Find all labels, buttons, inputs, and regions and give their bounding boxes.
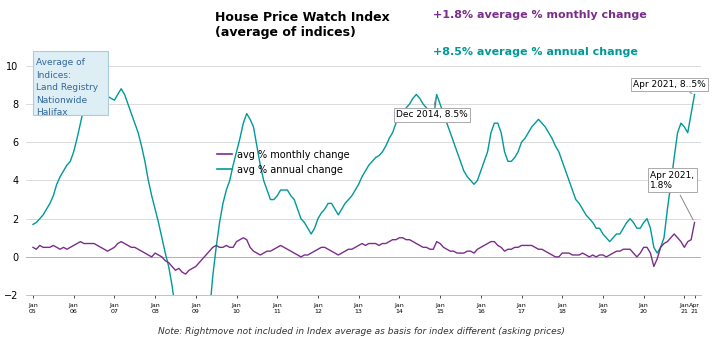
Text: Average of
Indices:
Land Registry
Nationwide
Halifax: Average of Indices: Land Registry Nation… bbox=[36, 58, 98, 117]
Text: +1.8% average % monthly change: +1.8% average % monthly change bbox=[433, 10, 647, 20]
Text: Dec 2014, 8.5%: Dec 2014, 8.5% bbox=[396, 97, 468, 119]
Text: Apr 2021, 8..5%: Apr 2021, 8..5% bbox=[633, 80, 706, 93]
Text: Apr 2021,
1.8%: Apr 2021, 1.8% bbox=[651, 171, 695, 220]
Legend: avg % monthly change, avg % annual change: avg % monthly change, avg % annual chang… bbox=[213, 146, 353, 178]
FancyBboxPatch shape bbox=[32, 50, 108, 116]
Text: House Price Watch Index
(average of indices): House Price Watch Index (average of indi… bbox=[215, 11, 390, 39]
Text: Note: Rightmove not included in Index average as basis for index different (aski: Note: Rightmove not included in Index av… bbox=[157, 327, 565, 336]
Text: +8.5% average % annual change: +8.5% average % annual change bbox=[433, 47, 638, 57]
